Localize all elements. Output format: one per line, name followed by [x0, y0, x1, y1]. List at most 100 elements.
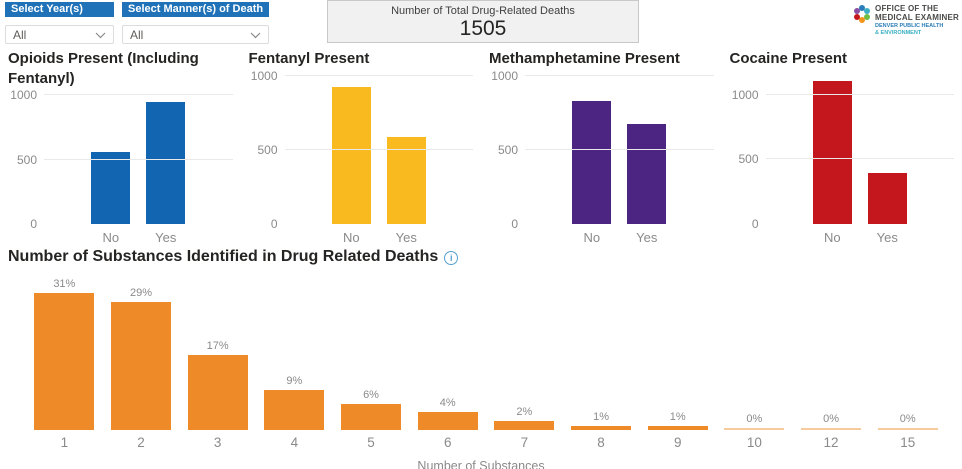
- logo-line-3: DENVER PUBLIC HEALTH: [875, 23, 944, 30]
- x-category-label: 5: [367, 435, 375, 450]
- chevron-down-icon: [95, 28, 106, 42]
- bar-7[interactable]: [494, 421, 555, 430]
- y-tick-label: 1000: [491, 68, 518, 83]
- logo-line-4: & ENVIRONMENT: [875, 29, 922, 36]
- bar-8[interactable]: [571, 425, 632, 430]
- bar-value-label: 0%: [823, 413, 839, 425]
- plot-area: [44, 94, 233, 224]
- y-tick-label: 1000: [731, 87, 759, 102]
- bar-12[interactable]: [801, 428, 862, 430]
- bar-value-label: 1%: [593, 410, 609, 423]
- bar-yes[interactable]: [867, 173, 907, 224]
- bar-15[interactable]: [877, 428, 938, 430]
- gridline: [284, 148, 473, 150]
- y-tick-label: 0: [30, 217, 37, 231]
- plot-area: [284, 74, 473, 224]
- gridline: [525, 148, 714, 150]
- gridline: [44, 158, 233, 160]
- slicer-manner-dropdown[interactable]: All: [122, 25, 269, 44]
- x-category-label: Yes: [636, 230, 658, 245]
- bar-value-label: 9%: [286, 375, 303, 388]
- kpi-label: Number of Total Drug-Related Deaths: [391, 5, 575, 17]
- x-category-label: Yes: [395, 230, 417, 245]
- substances-x-axis: 1 2 3 4 5 6 7 8 9 10 12 15: [26, 435, 946, 450]
- bar-value-label: 1%: [669, 410, 686, 423]
- bar-slot-7: 2%: [486, 406, 563, 430]
- chart-title: Methamphetamine Present: [489, 50, 680, 67]
- x-category-label: 1: [60, 435, 69, 450]
- y-axis: 0 500 1000: [8, 88, 40, 231]
- gridline: [44, 94, 233, 95]
- bar-slot-9: 1%: [639, 411, 716, 430]
- substances-plot-area: 31% 29% 17% 9% 6% 4% 2% 1% 1% 0% 0% 0%: [26, 270, 946, 430]
- bar-2[interactable]: [111, 302, 171, 430]
- bar-5[interactable]: [341, 403, 402, 430]
- logo-mark-icon: [852, 4, 872, 29]
- bar-value-label: 2%: [516, 406, 533, 419]
- logo-line-1: OFFICE OF THE: [875, 4, 939, 13]
- bar-1[interactable]: [34, 293, 95, 430]
- x-category-label: 15: [900, 435, 916, 450]
- chart-title: Fentanyl Present: [248, 50, 370, 67]
- x-axis: No Yes: [525, 226, 714, 246]
- bar-9[interactable]: [647, 425, 708, 430]
- bar-10[interactable]: [724, 428, 785, 430]
- x-category-label: 12: [823, 435, 839, 450]
- x-category-label: 4: [290, 435, 299, 450]
- bar-slot-8: 1%: [563, 411, 640, 430]
- bar-4[interactable]: [264, 390, 325, 430]
- slicer-manner-of-death: Select Manner(s) of Death All: [122, 2, 269, 44]
- y-tick-label: 500: [738, 152, 759, 167]
- slicer-year: Select Year(s) All: [5, 2, 114, 44]
- kpi-value: 1505: [459, 17, 507, 40]
- y-axis: 0 500 1000: [249, 69, 281, 232]
- bar-no[interactable]: [812, 80, 852, 224]
- x-category-label: 2: [137, 435, 145, 450]
- bar-yes[interactable]: [146, 102, 186, 224]
- x-category-label: 9: [673, 435, 682, 450]
- bar-yes[interactable]: [627, 123, 667, 224]
- gridline: [525, 74, 714, 76]
- x-category-label: 7: [520, 435, 529, 450]
- slicer-manner-value: All: [130, 27, 144, 42]
- chevron-down-icon: [250, 28, 261, 42]
- bar-no[interactable]: [91, 151, 131, 224]
- y-tick-label: 0: [751, 217, 759, 231]
- presence-chart-methamphetamine: Methamphetamine Present 0 500 1000 No Yes: [481, 47, 722, 246]
- plot-area: [765, 76, 954, 224]
- x-category-label: 10: [746, 435, 762, 450]
- bar-slot-4: 9%: [256, 375, 333, 430]
- bar-no[interactable]: [572, 100, 612, 224]
- bar-value-label: 6%: [363, 388, 379, 401]
- y-tick-label: 500: [497, 142, 518, 157]
- bar-slot-10: 0%: [716, 413, 793, 430]
- x-category-label: 6: [443, 435, 452, 450]
- presence-chart-opioids: Opioids Present (Including Fentanyl) 0 50…: [0, 47, 241, 246]
- x-category-label: No: [342, 230, 360, 245]
- bar-value-label: 0%: [746, 413, 763, 425]
- bar-6[interactable]: [417, 412, 478, 430]
- bar-value-label: 31%: [53, 278, 76, 291]
- bar-no[interactable]: [331, 87, 371, 224]
- kpi-card-total-deaths: Number of Total Drug-Related Deaths 1505: [327, 0, 639, 43]
- x-category-label: 8: [597, 435, 605, 450]
- slicer-year-header: Select Year(s): [5, 2, 114, 17]
- x-axis: No Yes: [285, 226, 474, 246]
- y-tick-label: 500: [257, 142, 278, 157]
- presence-chart-fentanyl: Fentanyl Present 0 500 1000 No Yes: [241, 47, 482, 246]
- x-axis: No Yes: [766, 226, 955, 246]
- plot-area: [525, 74, 714, 224]
- slicer-manner-header: Select Manner(s) of Death: [122, 2, 269, 17]
- info-icon[interactable]: i: [444, 250, 459, 265]
- x-category-label: No: [823, 230, 841, 245]
- slicer-year-dropdown[interactable]: All: [5, 25, 114, 44]
- bar-3[interactable]: [187, 355, 248, 430]
- presence-charts-row: Opioids Present (Including Fentanyl) 0 50…: [0, 47, 962, 246]
- substances-chart-title: Number of Substances Identified in Drug …: [8, 248, 439, 265]
- logo-line-2: MEDICAL EXAMINER: [875, 13, 959, 23]
- bar-slot-12: 0%: [793, 413, 870, 430]
- bar-value-label: 0%: [899, 413, 916, 425]
- bar-yes[interactable]: [386, 137, 426, 224]
- slicer-year-value: All: [13, 27, 27, 42]
